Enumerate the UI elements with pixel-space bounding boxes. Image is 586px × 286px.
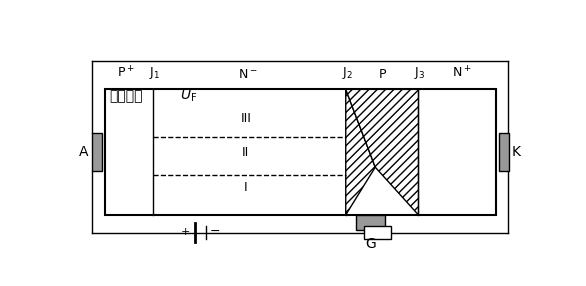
Text: +: + bbox=[181, 227, 190, 237]
Bar bbox=[92, 133, 102, 171]
Text: P: P bbox=[379, 67, 387, 81]
Text: $R$: $R$ bbox=[372, 89, 383, 103]
Text: III: III bbox=[240, 112, 251, 125]
Text: J$_1$: J$_1$ bbox=[148, 65, 159, 81]
Text: −: − bbox=[210, 225, 221, 238]
Text: N$^+$: N$^+$ bbox=[452, 65, 471, 81]
Text: P$^+$: P$^+$ bbox=[117, 65, 134, 81]
Bar bbox=[364, 227, 391, 239]
Text: J$_2$: J$_2$ bbox=[342, 65, 353, 81]
Bar bbox=[499, 133, 509, 171]
Bar bbox=[356, 215, 386, 230]
Text: N$^-$: N$^-$ bbox=[239, 67, 258, 81]
Text: G: G bbox=[365, 237, 376, 251]
Polygon shape bbox=[346, 89, 375, 215]
Bar bbox=[105, 89, 496, 215]
Polygon shape bbox=[346, 89, 418, 215]
Text: II: II bbox=[242, 146, 250, 159]
Text: $U_\mathrm{F}$: $U_\mathrm{F}$ bbox=[180, 88, 197, 104]
Text: K: K bbox=[512, 145, 520, 159]
Text: I: I bbox=[244, 181, 248, 194]
Text: J$_3$: J$_3$ bbox=[414, 65, 425, 81]
Text: 部分导通: 部分导通 bbox=[110, 89, 143, 103]
Text: A: A bbox=[79, 145, 88, 159]
